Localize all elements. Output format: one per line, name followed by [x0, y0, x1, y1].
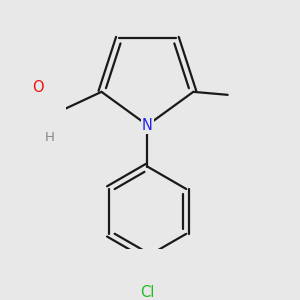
Text: H: H — [45, 131, 55, 145]
Text: Cl: Cl — [140, 285, 154, 300]
Text: O: O — [32, 80, 44, 95]
Text: N: N — [142, 118, 153, 133]
